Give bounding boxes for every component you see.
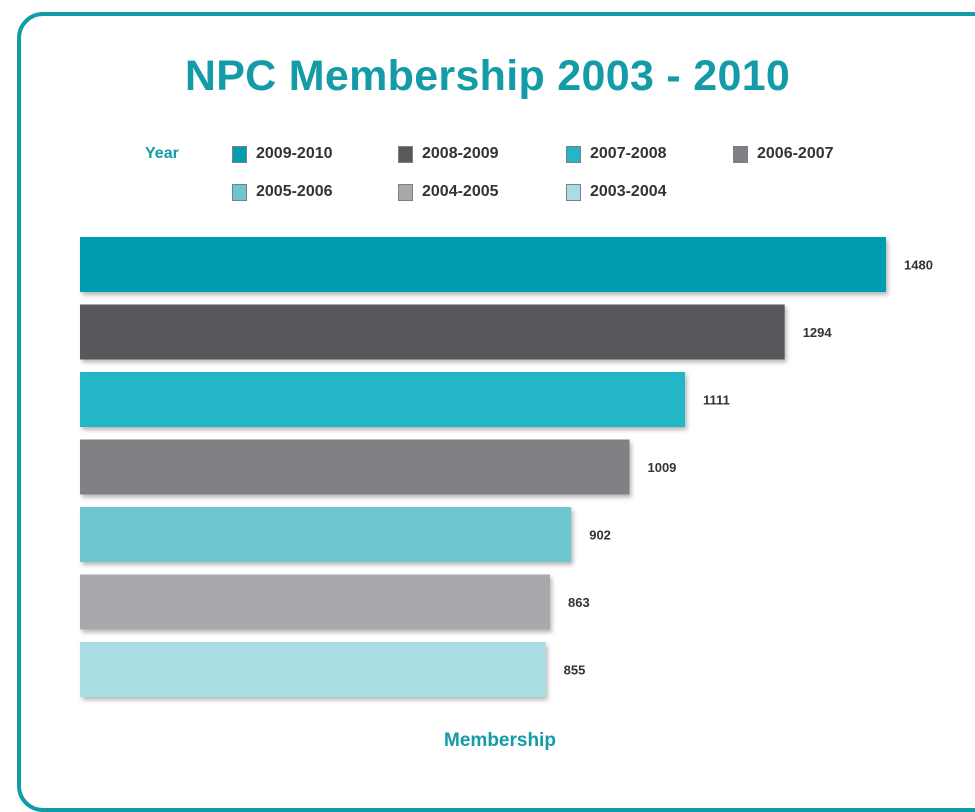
legend-swatch [398, 145, 413, 163]
legend-item-2005-2006: 2005-2006 [232, 182, 333, 202]
legend-item-2006-2007: 2006-2007 [733, 144, 834, 164]
bar-chart-plot: 1480 1294 1111 1009 902 863 855 [80, 237, 933, 697]
legend-swatch [733, 145, 748, 163]
chart-legend: Year 2009-2010 2008-2009 2007-2008 2006-… [0, 0, 975, 220]
legend-title: Year [145, 145, 179, 162]
bar-2003-2004 [80, 642, 546, 697]
legend-item-2008-2009: 2008-2009 [398, 144, 499, 164]
bar-2004-2005 [80, 574, 550, 630]
legend-label: 2006-2007 [757, 145, 834, 162]
bar-group: 1480 1294 1111 1009 902 863 855 [80, 237, 933, 697]
bar-value-label: 1111 [703, 393, 730, 408]
legend-swatch [566, 145, 581, 163]
bar-value-label: 855 [564, 663, 586, 678]
bar-2006-2007 [80, 439, 630, 495]
legend-item-2007-2008: 2007-2008 [566, 144, 667, 164]
legend-label: 2003-2004 [590, 183, 667, 200]
legend-label: 2008-2009 [422, 145, 499, 162]
legend-label: 2009-2010 [256, 145, 333, 162]
bar-2009-2010 [80, 237, 886, 292]
legend-swatch [398, 183, 413, 201]
legend-item-2003-2004: 2003-2004 [566, 182, 667, 202]
legend-swatch [232, 145, 247, 163]
bar-value-label: 863 [568, 595, 590, 610]
bar-2005-2006 [80, 507, 572, 562]
bar-value-label: 1294 [803, 325, 833, 340]
legend-item-2004-2005: 2004-2005 [398, 182, 499, 202]
legend-swatch [232, 183, 247, 201]
legend-label: 2007-2008 [590, 145, 667, 162]
legend-swatch [566, 183, 581, 201]
chart-title: NPC Membership 2003 - 2010 [184, 52, 791, 100]
bar-value-label: 1009 [647, 460, 676, 475]
bar-2008-2009 [80, 304, 785, 360]
legend-label: 2004-2005 [422, 183, 499, 200]
bar-2007-2008 [80, 372, 686, 427]
bar-value-label: 902 [589, 528, 611, 543]
bar-value-label: 1480 [904, 258, 933, 273]
legend-label: 2005-2006 [256, 183, 333, 200]
x-axis-label: Membership [444, 730, 556, 751]
legend-item-2009-2010: 2009-2010 [232, 144, 333, 164]
